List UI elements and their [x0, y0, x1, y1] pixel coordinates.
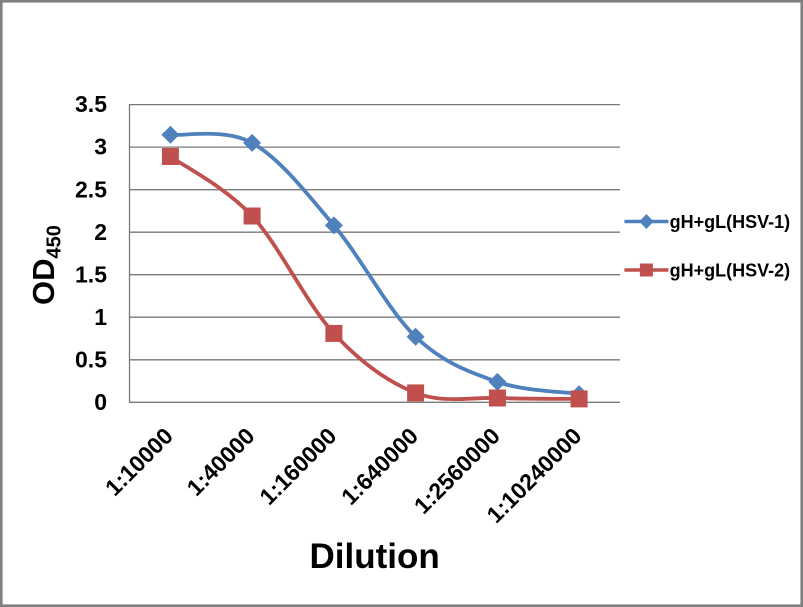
svg-text:3.5: 3.5	[75, 91, 107, 117]
svg-text:gH+gL(HSV-1): gH+gL(HSV-1)	[670, 212, 791, 232]
svg-text:0.5: 0.5	[75, 346, 107, 372]
svg-text:2.5: 2.5	[75, 176, 107, 202]
svg-text:0: 0	[94, 389, 107, 415]
svg-text:gH+gL(HSV-2): gH+gL(HSV-2)	[670, 261, 791, 281]
svg-text:2: 2	[94, 219, 107, 245]
svg-text:1.5: 1.5	[75, 261, 107, 287]
svg-text:3: 3	[94, 134, 107, 160]
svg-text:1: 1	[94, 304, 107, 330]
svg-text:Dilution: Dilution	[309, 537, 439, 576]
